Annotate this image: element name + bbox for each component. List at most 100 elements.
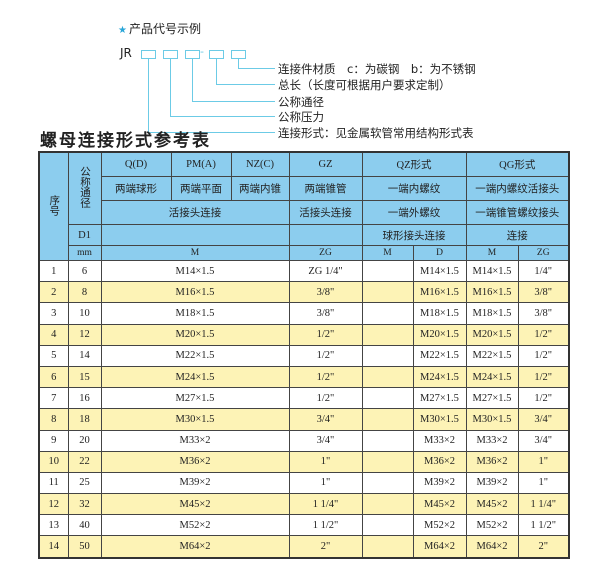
cell-dn: 8 [67,281,102,304]
header-gz-union: 活接头连接 [288,200,363,225]
table-row: 9 20 M33×2 3/4" M33×2 M33×2 3/4" [38,429,570,452]
cell-qg-m: M22×1.5 [465,344,519,367]
header-pm-desc: 两端平面 [170,176,232,201]
table-row: 8 18 M30×1.5 3/4" M30×1.5 M30×1.5 3/4" [38,408,570,431]
cell-zg: 3/8" [288,281,363,304]
cell-dn: 6 [67,259,102,283]
cell-dn: 20 [67,429,102,452]
table-row: 13 40 M52×2 1 1/2" M52×2 M52×2 1 1/2" [38,514,570,537]
code-dash: - [200,45,204,58]
cell-zg: 1/2" [288,387,363,410]
cell-m: M39×2 [100,471,290,495]
connector-line [170,59,171,117]
cell-dn: 10 [67,302,102,325]
cell-m: M14×1.5 [100,259,290,283]
cell-qz-d: M52×2 [412,514,467,537]
cell-qg-zg: 3/4" [517,408,570,431]
nut-connection-table: 序号 公称通径 Q(D) PM(A) NZ(C) GZ QZ形式 QG形式 两端… [38,151,571,559]
cell-qg-m: M39×2 [465,471,519,495]
connector-line [148,132,275,133]
header-qg-zg: ZG [517,245,570,261]
cell-qg-zg: 1 1/2" [517,514,570,537]
connector-line [216,84,275,85]
header-qg-desc2: 一端锥管螺纹接头 [465,200,570,225]
connector-line [148,59,149,133]
cell-no: 3 [38,302,69,325]
header-q-desc: 两端球形 [100,176,172,201]
cell-no: 11 [38,471,69,495]
header-gz-desc: 两端锥管 [288,176,363,201]
header-d1: D1 [67,224,102,246]
cell-dn: 50 [67,535,102,559]
cell-zg: 3/4" [288,408,363,431]
header-qz-m: M [361,245,414,261]
cell-qz-m [361,344,414,367]
table-row: 4 12 M20×1.5 1/2" M20×1.5 M20×1.5 1/2" [38,323,570,346]
cell-qg-zg: 3/8" [517,302,570,325]
table-row: 3 10 M18×1.5 3/8" M18×1.5 M18×1.5 3/8" [38,302,570,325]
header-nz: NZ(C) [230,151,290,177]
cell-no: 1 [38,259,69,283]
cell-m: M52×2 [100,514,290,537]
cell-dn: 25 [67,471,102,495]
cell-zg: 1" [288,471,363,495]
header-qg-desc3: 连接 [465,224,570,246]
cell-no: 6 [38,365,69,389]
cell-no: 7 [38,387,69,410]
table-title: 螺母连接形式参考表 [40,131,211,151]
cell-qg-zg: 3/4" [517,429,570,452]
cell-dn: 15 [67,365,102,389]
cell-m: M45×2 [100,493,290,516]
cell-qz-d: M22×1.5 [412,344,467,367]
connector-line [170,116,275,117]
cell-qz-d: M36×2 [412,450,467,473]
cell-qg-zg: 1/2" [517,365,570,389]
code-box [185,50,200,59]
cell-qg-zg: 1 1/4" [517,493,570,516]
cell-qg-m: M20×1.5 [465,323,519,346]
cell-m: M36×2 [100,450,290,473]
table-row: 2 8 M16×1.5 3/8" M16×1.5 M16×1.5 3/8" [38,281,570,304]
cell-zg: 1" [288,450,363,473]
cell-dn: 18 [67,408,102,431]
cell-m: M30×1.5 [100,408,290,431]
star-icon: ★ [118,25,127,36]
cell-qg-m: M45×2 [465,493,519,516]
cell-m: M33×2 [100,429,290,452]
cell-no: 13 [38,514,69,537]
cell-qz-m [361,302,414,325]
cell-qg-m: M18×1.5 [465,302,519,325]
cell-qz-m [361,450,414,473]
connector-line [238,68,275,69]
cell-no: 10 [38,450,69,473]
cell-no: 5 [38,344,69,367]
table-row: 11 25 M39×2 1" M39×2 M39×2 1" [38,471,570,495]
header-nz-desc: 两端内锥 [230,176,290,201]
label-length: 总长（长度可根据用户要求定制） [278,78,451,92]
cell-qz-d: M33×2 [412,429,467,452]
header-qz-desc3: 球形接头连接 [361,224,467,246]
cell-m: M22×1.5 [100,344,290,367]
product-code-example-title: ★ 产品代号示例 [118,20,201,37]
cell-dn: 40 [67,514,102,537]
connector-line [192,101,275,102]
cell-zg: 1/2" [288,323,363,346]
cell-m: M20×1.5 [100,323,290,346]
cell-qg-m: M64×2 [465,535,519,559]
cell-qz-m [361,471,414,495]
connector-line [216,59,217,85]
header-empty [100,224,290,246]
cell-qz-d: M14×1.5 [412,259,467,283]
table-row: 12 32 M45×2 1 1/4" M45×2 M45×2 1 1/4" [38,493,570,516]
cell-zg: 1/2" [288,365,363,389]
header-qg-m: M [465,245,519,261]
label-material: 连接件材质 c：为碳钢 b：为不锈钢 [278,62,476,76]
cell-m: M27×1.5 [100,387,290,410]
cell-qg-m: M30×1.5 [465,408,519,431]
cell-qg-zg: 1/2" [517,387,570,410]
cell-qg-zg: 1/2" [517,344,570,367]
code-box [141,50,156,59]
cell-qz-d: M45×2 [412,493,467,516]
cell-qg-m: M33×2 [465,429,519,452]
header-qg-desc1: 一端内螺纹活接头 [465,176,570,201]
